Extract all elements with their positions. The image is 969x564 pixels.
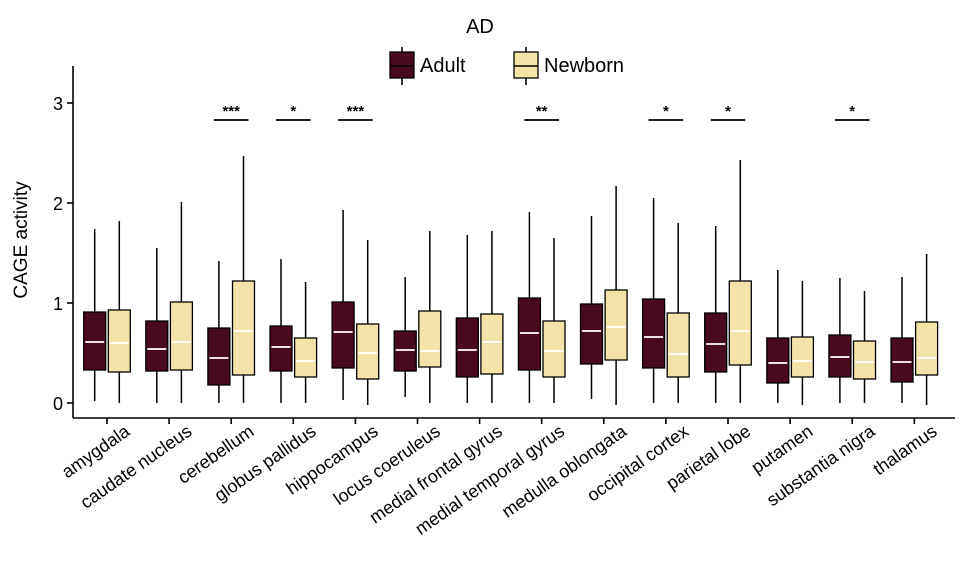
box-adult-body: [579, 303, 604, 365]
box-adult-body: [641, 298, 666, 369]
box-adult-body: [269, 325, 293, 372]
box-adult-body: [331, 301, 355, 369]
box-newborn: [790, 281, 815, 405]
significance-label: *: [725, 103, 731, 120]
legend-newborn-label: Newborn: [544, 55, 624, 77]
legend: Adult Newborn: [389, 47, 624, 85]
x-axis: [73, 417, 955, 424]
box-newborn: [480, 231, 504, 403]
box-adult-body: [517, 297, 542, 371]
significance-label: *: [849, 103, 855, 120]
box-newborn-body: [914, 321, 939, 376]
box-adult: [517, 212, 542, 403]
legend-adult-label: Adult: [420, 55, 466, 77]
box-adult: [207, 261, 231, 403]
box-newborn: [666, 223, 690, 403]
box-adult-body: [83, 311, 107, 371]
box-adult: [890, 277, 914, 403]
y-tick-label: 0: [53, 394, 63, 414]
box-adult: [83, 229, 107, 401]
box-adult-body: [207, 327, 231, 386]
significance-label: *: [663, 103, 669, 120]
box-newborn: [728, 160, 752, 403]
box-adult: [145, 248, 169, 403]
box-adult: [766, 270, 790, 403]
box-newborn-body: [231, 280, 256, 376]
significance-label: ***: [222, 103, 240, 120]
y-axis: 0 1 2 3: [53, 66, 74, 418]
box-adult-body: [766, 337, 790, 384]
box-newborn-body: [480, 313, 504, 375]
box-newborn: [293, 282, 318, 403]
box-newborn-body: [666, 312, 690, 378]
box-newborn-body: [728, 280, 752, 366]
box-newborn: [852, 291, 877, 403]
y-tick-label: 1: [53, 294, 63, 314]
box-adult: [269, 259, 293, 403]
box-adult-body: [828, 334, 852, 378]
box-newborn: [914, 254, 939, 405]
significance-markers: *** * *** ** * * *: [213, 103, 870, 121]
box-adult: [579, 216, 604, 399]
box-newborn-body: [542, 320, 566, 378]
box-adult: [828, 278, 852, 403]
box-newborn-body: [604, 289, 628, 361]
box-newborn-body: [852, 340, 877, 380]
significance-label: ***: [347, 103, 365, 120]
box-newborn-body: [107, 309, 131, 373]
box-newborn: [107, 221, 131, 403]
y-tick-label: 2: [53, 194, 63, 214]
x-tick-label: thalamus: [869, 421, 940, 479]
legend-adult-swatch: [389, 51, 415, 79]
box-adult: [704, 226, 728, 403]
box-adult: [455, 235, 479, 403]
box-adult-body: [704, 312, 728, 373]
box-newborn-body: [169, 301, 194, 371]
box-adult-body: [455, 317, 479, 378]
x-tick-label: substantia nigra: [763, 420, 879, 510]
box-newborn-body: [418, 310, 442, 368]
box-newborn: [231, 156, 256, 403]
significance-label: *: [290, 103, 296, 120]
box-adult-body: [393, 330, 417, 372]
box-newborn: [356, 240, 380, 405]
box-newborn: [169, 202, 194, 403]
y-tick-label: 3: [53, 94, 63, 114]
box-newborn: [604, 186, 628, 405]
chart-title: AD: [466, 16, 494, 38]
box-newborn-body: [293, 337, 318, 378]
box-newborn-body: [790, 336, 815, 378]
y-axis-title: CAGE activity: [11, 181, 32, 299]
box-adult-body: [890, 337, 914, 383]
significance-label: **: [536, 103, 548, 120]
x-tick-label: caudate nucleus: [77, 421, 196, 513]
box-adult-body: [145, 320, 169, 372]
boxes: [83, 156, 939, 405]
box-newborn: [418, 231, 442, 403]
box-newborn-body: [356, 323, 380, 380]
legend-newborn-swatch: [513, 51, 539, 79]
box-adult: [393, 277, 417, 397]
box-newborn: [542, 238, 566, 403]
box-adult: [331, 210, 355, 400]
box-adult: [641, 198, 666, 403]
